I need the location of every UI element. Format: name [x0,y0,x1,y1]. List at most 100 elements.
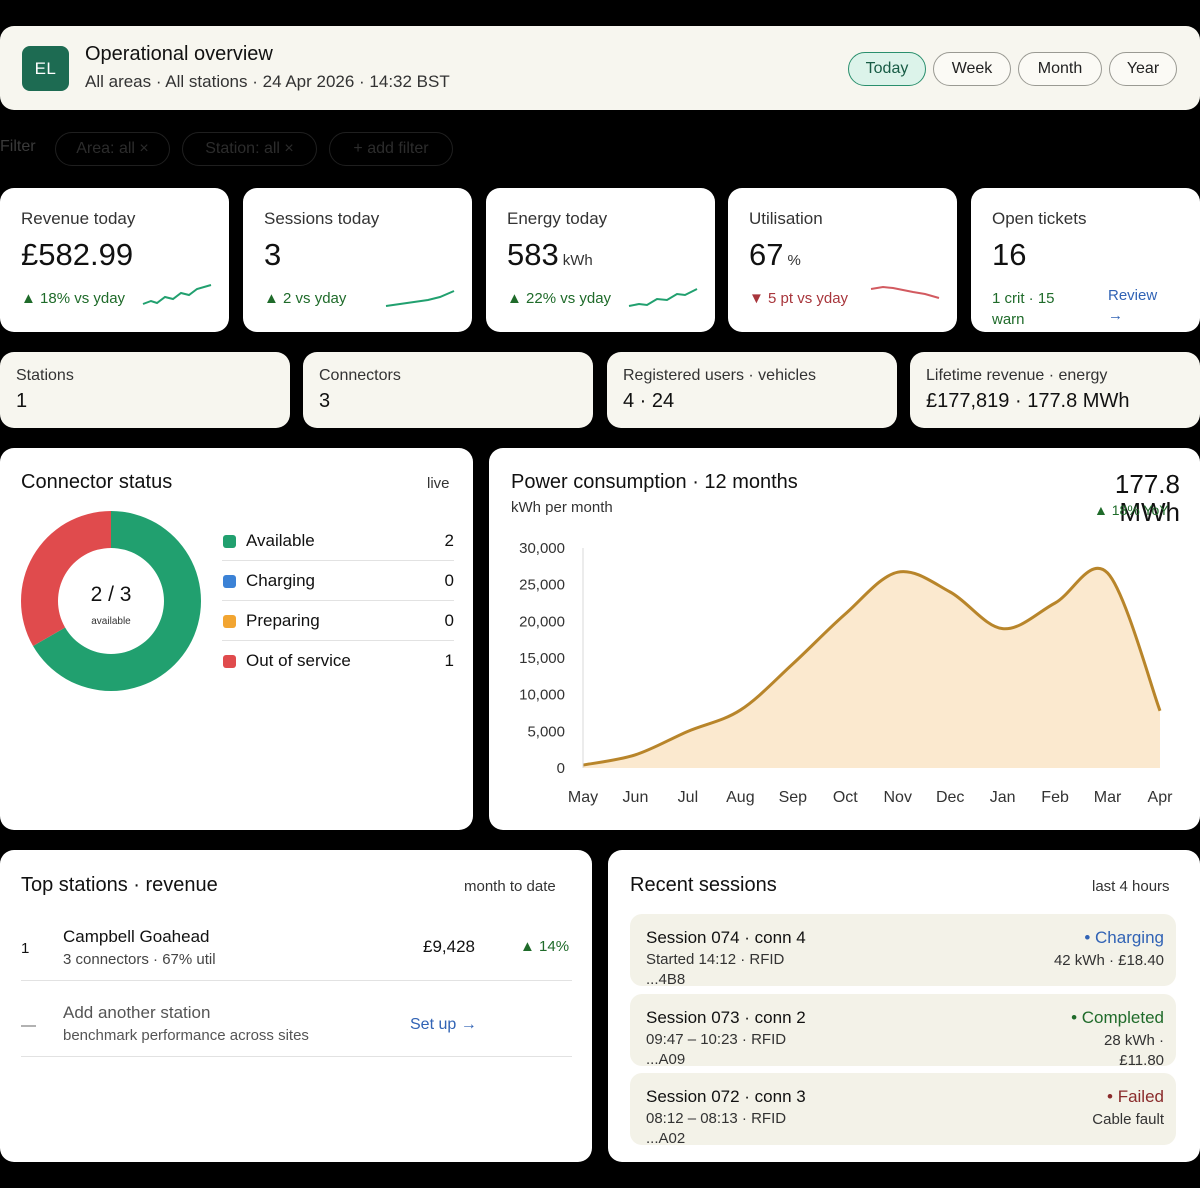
session-title: Session 072 · conn 3 [646,1087,806,1106]
add-filter-button[interactable]: + add filter [329,132,453,166]
y-tick-label: 25,000 [519,577,565,594]
session-title: Session 074 · conn 4 [646,928,806,947]
summary-card-users: Registered users · vehicles 4 · 24 [607,352,897,428]
connector-status-card [0,448,473,830]
x-tick-label: Oct [833,789,858,806]
kpi-delta: ▼ 5 pt vs yday [749,290,849,307]
top-stations-card [0,850,592,1162]
filter-chip-station[interactable]: Station: all × [182,132,317,166]
session-info: 28 kWh · £11.80 [1103,1032,1164,1069]
last-4-hours-tag: last 4 hours [1092,878,1170,895]
legend-swatch [223,655,236,668]
session-info: 42 kWh · £18.40 [1053,952,1164,969]
legend-item-available: Available 2 [222,521,454,561]
session-time: 09:47 – 10:23 · RFID [646,1031,787,1048]
legend-name: Available [246,531,315,550]
summary-value: 3 [319,390,331,412]
legend-count: 0 [444,571,454,590]
y-tick-label: 20,000 [519,613,565,630]
legend-item-preparing: Preparing 0 [222,601,454,641]
power-total-delta: ▲ 18% YoY [1094,502,1169,518]
power-area-chart: 0 5,000 10,000 15,000 20,000 25,000 30,000 May… [519,540,1174,806]
range-year-button[interactable]: Year [1109,52,1177,86]
kpi-card-tickets: Open tickets 16 1 crit · 15 warn Review … [971,188,1200,332]
kpi-delta: ▲ 2 vs yday [264,290,347,307]
sparkline [870,285,940,299]
session-time: 08:12 – 08:13 · RFID [646,1110,787,1127]
station-name: Campbell Goahead [63,927,210,946]
kpi-label: Revenue today [21,209,136,228]
session-status: • Failed [1107,1087,1164,1106]
summary-card-lifetime: Lifetime revenue · energy £177,819 · 177… [910,352,1200,428]
sparkline [385,290,455,307]
add-station-row: — Add another station benchmark performa… [21,997,572,1057]
power-title: Power consumption · 12 months [511,471,798,493]
summary-label: Lifetime revenue · energy [926,367,1108,384]
kpi-delta: 1 crit · 15 warn [992,290,1055,328]
series-line [582,566,1162,767]
range-today-button[interactable]: Today [848,52,926,86]
connector-donut-chart: 2 / 3 available [21,511,201,691]
x-tick-label: May [568,789,598,806]
x-tick-label: Sep [779,789,808,806]
kpi-delta: ▲ 18% vs yday [21,290,126,307]
summary-value: 1 [16,390,28,412]
x-tick-label: Dec [936,789,964,806]
y-tick-label: 30,000 [519,540,565,557]
summary-card-connectors: Connectors 3 [303,352,593,428]
page-subtitle: All areas · All stations · 24 Apr 2026 ·… [85,72,450,91]
legend-count: 1 [444,651,454,670]
x-tick-label: Nov [884,789,912,806]
top-stations-title: Top stations · revenue [21,874,218,896]
session-item[interactable]: Session 072 · conn 3 08:12 – 08:13 · RFI… [630,1073,1176,1147]
kpi-label: Sessions today [264,209,380,228]
range-month-button[interactable]: Month [1018,52,1102,86]
x-tick-label: Mar [1094,789,1122,806]
filter-chip-area[interactable]: Area: all × [55,132,170,166]
add-station-name: Add another station [63,1003,211,1022]
legend-item-charging: Charging 0 [222,561,454,601]
kpi-value: 67% [749,237,801,272]
header-bar: EL Operational overview All areas · All … [0,26,1200,110]
set-up-station-link[interactable]: Set up → [410,1016,477,1033]
kpi-card-sessions: Sessions today 3 ▲ 2 vs yday [243,188,472,332]
kpi-card-energy: Energy today 583 kWh ▲ 22% vs yday [486,188,715,332]
y-tick-label: 0 [557,760,565,777]
sparkline [628,288,698,307]
station-detail: 3 connectors · 67% util [63,951,216,968]
summary-label: Stations [16,367,74,384]
session-item[interactable]: Session 073 · conn 2 09:47 – 10:23 · RFI… [630,994,1176,1069]
add-station-detail: benchmark performance across sites [63,1027,309,1044]
summary-value: £177,819 · 177.8 MWh [926,390,1130,412]
donut-center-label: available [91,616,131,627]
legend-count: 0 [444,611,454,630]
x-tick-label: Jul [678,789,698,806]
legend-swatch [223,575,236,588]
y-tick-label: 5,000 [527,723,565,740]
legend-swatch [223,615,236,628]
session-item[interactable]: Session 074 · conn 4 Started 14:12 · RFI… [630,914,1176,988]
session-title: Session 073 · conn 2 [646,1008,806,1027]
kpi-value: 583 kWh [507,237,593,272]
station-row[interactable]: 1 Campbell Goahead 3 connectors · 67% ut… [21,920,572,981]
connector-status-title: Connector status [21,471,173,493]
legend-name: Charging [246,571,315,590]
kpi-card-revenue: Revenue today £582.99 ▲ 18% vs yday [0,188,229,332]
y-tick-label: 10,000 [519,687,565,704]
sparkline [142,284,212,305]
session-id: ...4B8 [646,971,686,988]
review-tickets-link[interactable]: Review → [1108,287,1158,324]
legend-swatch [223,535,236,548]
kpi-value: 3 [264,237,282,272]
session-time: Started 14:12 · RFID [646,951,785,968]
station-rank: 1 [21,940,30,957]
app-logo: EL [22,46,69,91]
donut-center-value: 2 / 3 [91,583,132,606]
summary-label: Connectors [319,367,401,384]
kpi-value: £582.99 [21,237,134,272]
y-tick-label: 15,000 [519,650,565,667]
kpi-label: Energy today [507,209,608,228]
x-tick-label: Apr [1148,789,1174,806]
range-week-button[interactable]: Week [933,52,1011,86]
legend-name: Out of service [246,651,351,670]
